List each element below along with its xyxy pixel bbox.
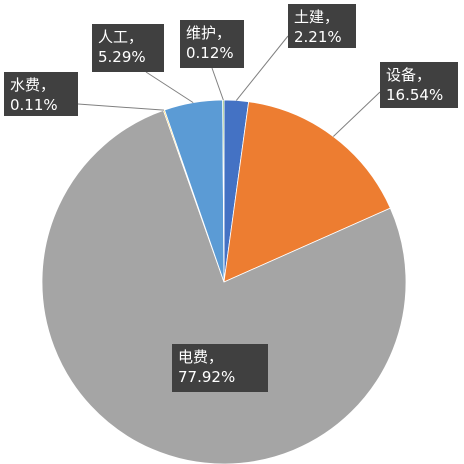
- pie-slice: [223, 101, 391, 283]
- leader-line: [77, 103, 165, 111]
- data-label-value: 16.54%: [386, 86, 443, 104]
- pie-slice: [41, 109, 407, 464]
- data-label: 人工， 5.29%: [92, 24, 164, 72]
- pie-slices: [41, 99, 407, 464]
- data-label-value: 2.21%: [294, 28, 342, 46]
- data-label-category: 土建，: [294, 8, 339, 26]
- data-label-value: 77.92%: [178, 368, 235, 386]
- data-label-box: [172, 344, 268, 392]
- data-label-value: 0.12%: [186, 44, 234, 62]
- data-label: 设备， 16.54%: [380, 62, 458, 108]
- data-label-box: [92, 24, 164, 72]
- leader-line: [145, 71, 194, 104]
- data-label-category: 人工，: [98, 28, 143, 46]
- data-label-category: 水费，: [10, 76, 55, 94]
- data-label-box: [288, 4, 356, 48]
- leader-line: [332, 91, 381, 137]
- data-label-box: [380, 62, 458, 108]
- data-label-category: 设备，: [386, 66, 431, 84]
- data-label-value: 5.29%: [98, 48, 146, 66]
- data-label-box: [4, 72, 78, 116]
- data-label-value: 0.11%: [10, 96, 58, 114]
- data-label-box: [180, 20, 244, 68]
- data-labels: 土建， 2.21% 设备， 16.54% 电费， 77.92% 水费， 0.11% 人工， 5.2…: [4, 4, 458, 392]
- leader-line: [211, 67, 224, 101]
- data-label-category: 维护，: [186, 24, 231, 42]
- leader-lines: [77, 35, 381, 137]
- data-label: 水费， 0.11%: [4, 72, 78, 116]
- data-label: 土建， 2.21%: [288, 4, 356, 48]
- data-label: 维护， 0.12%: [180, 20, 244, 68]
- data-label: 电费， 77.92%: [172, 344, 268, 392]
- data-label-category: 电费，: [178, 348, 223, 366]
- leader-line: [235, 35, 289, 101]
